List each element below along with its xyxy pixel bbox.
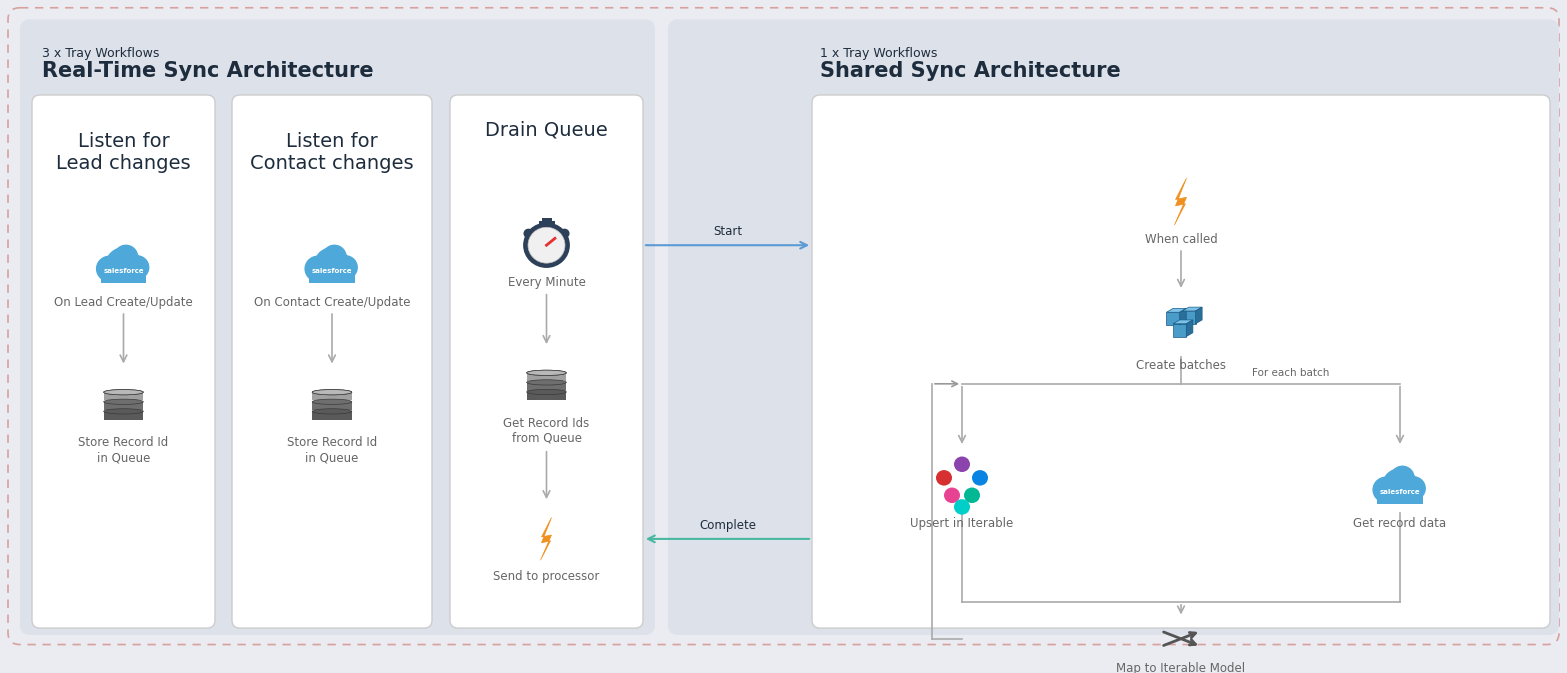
- Circle shape: [972, 470, 989, 486]
- Text: Upsert in Iterable: Upsert in Iterable: [910, 517, 1014, 530]
- Text: Complete: Complete: [699, 519, 755, 532]
- Text: Shared Sync Architecture: Shared Sync Architecture: [820, 61, 1120, 81]
- Circle shape: [334, 256, 357, 279]
- Circle shape: [943, 487, 961, 503]
- Circle shape: [1401, 476, 1426, 500]
- Bar: [527, 392, 566, 400]
- Circle shape: [1391, 466, 1413, 489]
- Circle shape: [107, 248, 141, 281]
- Circle shape: [954, 499, 970, 515]
- Ellipse shape: [527, 380, 566, 385]
- Circle shape: [1373, 477, 1399, 502]
- Ellipse shape: [312, 390, 353, 395]
- Circle shape: [315, 248, 349, 281]
- Polygon shape: [1180, 308, 1186, 325]
- Circle shape: [935, 470, 953, 486]
- Polygon shape: [1186, 320, 1192, 336]
- Circle shape: [97, 256, 122, 281]
- Text: Get Record Ids
from Queue: Get Record Ids from Queue: [503, 417, 589, 445]
- Text: Create batches: Create batches: [1136, 359, 1225, 371]
- FancyBboxPatch shape: [8, 8, 1559, 645]
- Bar: [1166, 312, 1180, 325]
- Bar: [103, 392, 143, 400]
- Circle shape: [1382, 469, 1417, 502]
- Circle shape: [964, 487, 979, 503]
- Text: salesforce: salesforce: [103, 268, 144, 274]
- Circle shape: [528, 227, 566, 263]
- Ellipse shape: [527, 390, 566, 394]
- Ellipse shape: [103, 390, 143, 395]
- Text: Send to processor: Send to processor: [494, 570, 600, 583]
- Text: Listen for
Lead changes: Listen for Lead changes: [56, 132, 191, 173]
- Bar: [312, 411, 353, 419]
- FancyBboxPatch shape: [20, 20, 655, 635]
- Ellipse shape: [527, 370, 566, 376]
- Bar: [527, 382, 566, 390]
- Text: Listen for
Contact changes: Listen for Contact changes: [251, 132, 414, 173]
- Bar: [309, 266, 354, 283]
- Text: Store Record Id
in Queue: Store Record Id in Queue: [78, 436, 169, 464]
- Text: Real-Time Sync Architecture: Real-Time Sync Architecture: [42, 61, 373, 81]
- Bar: [527, 373, 566, 381]
- Text: Drain Queue: Drain Queue: [486, 120, 608, 139]
- Circle shape: [525, 224, 569, 267]
- Bar: [1174, 324, 1186, 336]
- Bar: [312, 392, 353, 400]
- Bar: [103, 411, 143, 419]
- Bar: [312, 402, 353, 410]
- FancyBboxPatch shape: [232, 95, 432, 628]
- FancyBboxPatch shape: [31, 95, 215, 628]
- Text: 3 x Tray Workflows: 3 x Tray Workflows: [42, 46, 160, 59]
- Ellipse shape: [103, 409, 143, 414]
- Circle shape: [306, 256, 331, 281]
- Text: 1 x Tray Workflows: 1 x Tray Workflows: [820, 46, 937, 59]
- Bar: [1377, 487, 1423, 504]
- Ellipse shape: [527, 370, 566, 376]
- Polygon shape: [541, 518, 552, 560]
- Text: Every Minute: Every Minute: [508, 276, 586, 289]
- Circle shape: [323, 245, 346, 268]
- Bar: [550, 221, 555, 224]
- Polygon shape: [1196, 307, 1202, 324]
- Circle shape: [125, 256, 149, 279]
- Text: When called: When called: [1144, 233, 1218, 246]
- Polygon shape: [1174, 320, 1192, 324]
- Circle shape: [559, 229, 569, 238]
- FancyBboxPatch shape: [668, 20, 1559, 635]
- Text: For each batch: For each batch: [1252, 368, 1329, 378]
- Ellipse shape: [312, 409, 353, 414]
- Polygon shape: [1166, 308, 1186, 312]
- Circle shape: [954, 456, 970, 472]
- Text: Start: Start: [713, 225, 743, 238]
- Text: Store Record Id
in Queue: Store Record Id in Queue: [287, 436, 378, 464]
- FancyBboxPatch shape: [812, 95, 1550, 628]
- Circle shape: [523, 229, 533, 238]
- Bar: [542, 218, 552, 224]
- Text: Map to Iterable Model: Map to Iterable Model: [1116, 662, 1246, 673]
- Ellipse shape: [312, 399, 353, 404]
- Text: Get record data: Get record data: [1354, 517, 1446, 530]
- Circle shape: [114, 245, 138, 268]
- Bar: [100, 266, 146, 283]
- Polygon shape: [1183, 307, 1202, 311]
- Bar: [103, 402, 143, 410]
- Ellipse shape: [312, 390, 353, 395]
- Ellipse shape: [103, 390, 143, 395]
- Bar: [539, 221, 544, 224]
- Polygon shape: [1174, 178, 1186, 225]
- FancyBboxPatch shape: [450, 95, 642, 628]
- Text: On Contact Create/Update: On Contact Create/Update: [254, 295, 411, 309]
- Text: On Lead Create/Update: On Lead Create/Update: [55, 295, 193, 309]
- Text: salesforce: salesforce: [312, 268, 353, 274]
- Text: salesforce: salesforce: [1379, 489, 1420, 495]
- Ellipse shape: [103, 399, 143, 404]
- Bar: [1183, 311, 1196, 324]
